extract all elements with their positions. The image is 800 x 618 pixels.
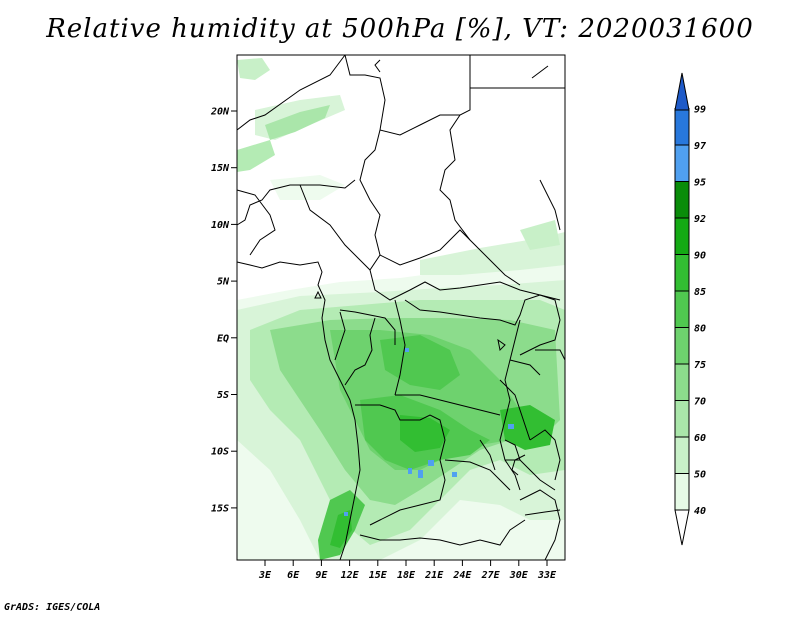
lat-tick-label: 5S xyxy=(217,390,229,401)
lat-tick-label: 15S xyxy=(211,503,229,514)
colorbar-segment xyxy=(674,217,690,255)
lat-tick-label: 10S xyxy=(211,447,229,458)
colorbar-segment xyxy=(674,436,690,474)
colorbar-segment xyxy=(674,473,690,511)
lon-tick-label: 21E xyxy=(424,570,444,581)
colorbar-segment xyxy=(674,254,690,292)
colorbar-label: 97 xyxy=(694,141,706,152)
colorbar-label: 40 xyxy=(694,506,706,517)
grads-credit: GrADS: IGES/COLA xyxy=(4,602,101,613)
colorbar-segment xyxy=(674,144,690,182)
colorbar-max-arrow xyxy=(674,72,690,111)
lon-tick-label: 24E xyxy=(452,570,472,581)
colorbar-min-arrow xyxy=(674,509,690,546)
map-title: Relative humidity at 500hPa [%], VT: 202… xyxy=(46,14,754,44)
colorbar-label: 75 xyxy=(694,360,706,371)
colorbar-label: 80 xyxy=(694,324,706,335)
lon-tick-label: 27E xyxy=(481,570,501,581)
lon-tick-label: 30E xyxy=(509,570,529,581)
lon-tick-label: 18E xyxy=(397,570,416,581)
colorbar-segment xyxy=(674,290,690,328)
colorbar-segment xyxy=(674,363,690,401)
lon-tick-label: 33E xyxy=(537,570,557,581)
colorbar-segment xyxy=(674,181,690,219)
colorbar-segment xyxy=(674,400,690,438)
colorbar-segment xyxy=(674,108,690,146)
lat-tick-label: EQ xyxy=(217,333,229,344)
colorbar-label: 50 xyxy=(694,470,706,481)
longitude-axis: 3E 6E 9E 12E 15E 18E 21E 24E 27E 30E 33E xyxy=(258,560,557,581)
lon-tick-label: 12E xyxy=(341,570,360,581)
map-frame xyxy=(236,54,566,561)
lon-tick-label: 9E xyxy=(315,570,328,581)
lat-tick-label: 5N xyxy=(217,277,230,288)
colorbar-segment xyxy=(674,327,690,365)
lon-tick-label: 15E xyxy=(369,570,388,581)
colorbar-label: 95 xyxy=(694,178,706,189)
lat-tick-label: 20N xyxy=(210,107,230,118)
colorbar-label: 90 xyxy=(694,251,706,262)
colorbar: 40 50 60 70 75 80 85 90 92 95 97 99 xyxy=(674,72,706,546)
lon-tick-label: 3E xyxy=(258,570,272,581)
colorbar-label: 60 xyxy=(694,433,706,444)
colorbar-label: 92 xyxy=(694,214,706,225)
colorbar-label: 99 xyxy=(694,105,706,116)
latitude-axis: 20N 15N 10N 5N EQ 5S 10S 15S xyxy=(210,107,237,514)
colorbar-label: 70 xyxy=(694,397,706,408)
lon-tick-label: 6E xyxy=(287,570,300,581)
humidity-field xyxy=(237,58,565,560)
lat-tick-label: 15N xyxy=(211,163,230,174)
lat-tick-label: 10N xyxy=(211,220,230,231)
colorbar-label: 85 xyxy=(694,287,706,298)
